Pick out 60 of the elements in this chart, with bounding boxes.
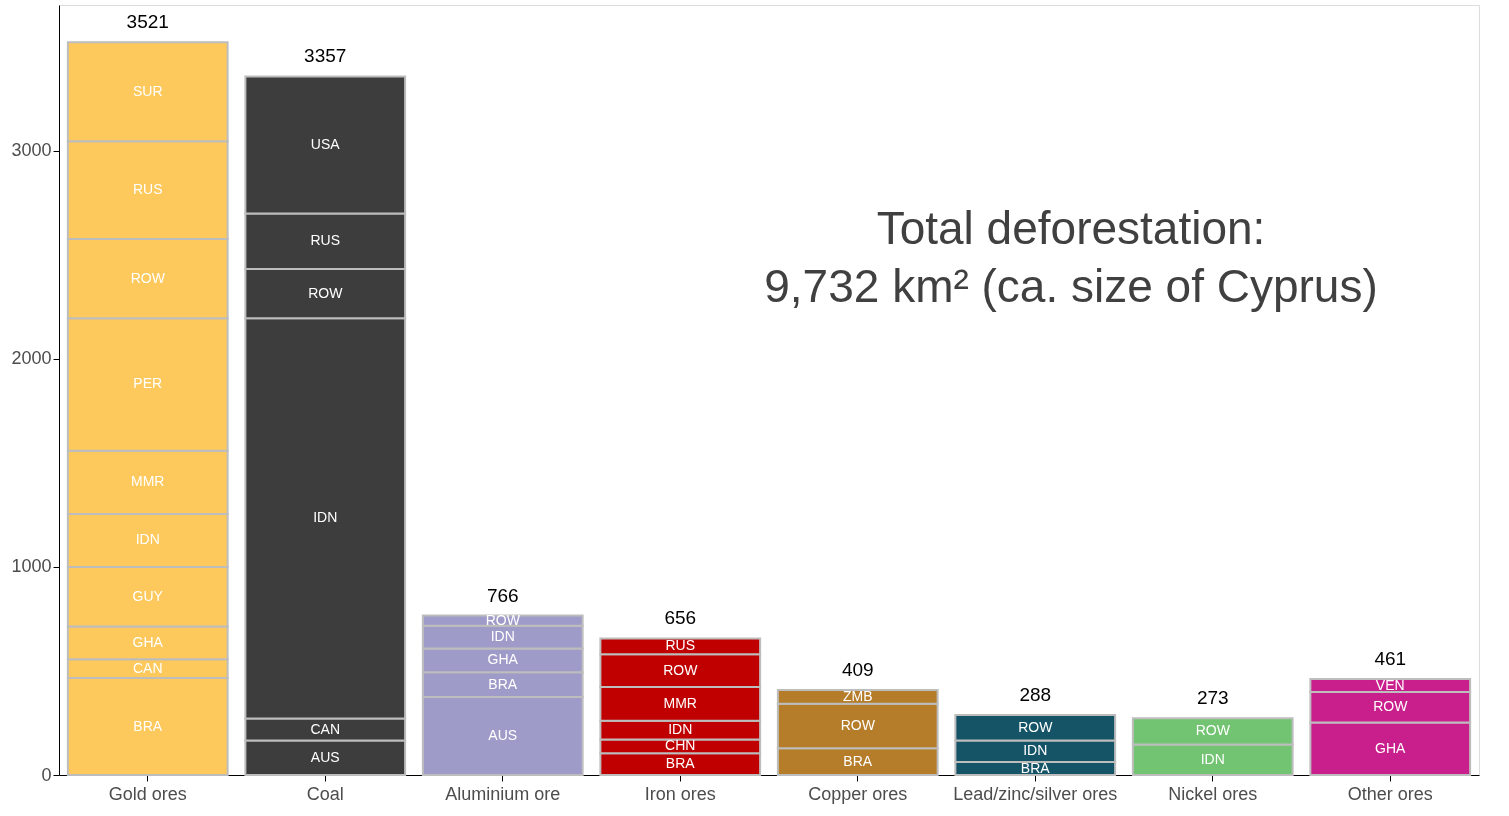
text: IDN (1200, 750, 1225, 767)
text: AUS (488, 726, 518, 743)
annotation: Total deforestation: (876, 202, 1266, 254)
series-label: SUR (132, 82, 163, 99)
text: BRA (843, 752, 873, 769)
text: ROW (308, 284, 343, 301)
x-tick-label: Copper ores (808, 783, 908, 804)
series-label: VEN (1375, 676, 1405, 693)
text: IDN (313, 509, 338, 526)
y-tick-label: 1000 (11, 556, 52, 577)
total-label: 766 (486, 584, 519, 606)
text: ROW (1373, 698, 1408, 715)
total-label: 3357 (304, 45, 347, 67)
y-tick-label: 3000 (11, 140, 52, 161)
text: BRA (133, 717, 163, 734)
series-label: GHA (487, 651, 519, 668)
y-tick-label: 0 (41, 764, 52, 785)
series-label: CAN (132, 659, 163, 676)
text: BRA (665, 755, 695, 772)
x-tick-label: Gold ores (108, 783, 187, 804)
text: ROW (840, 717, 875, 734)
series-label: IDN (668, 721, 693, 738)
text: BRA (488, 675, 518, 692)
x-tick-label: Aluminium ore (445, 783, 561, 804)
text: ROW (130, 269, 165, 286)
series-label: ROW (485, 611, 521, 628)
text: IDN (490, 628, 515, 645)
series-label: BRA (1020, 759, 1051, 776)
text: IDN (1023, 742, 1048, 759)
total-label: 656 (664, 607, 697, 629)
text: MMR (131, 473, 165, 490)
series-label: MMR (663, 694, 697, 711)
text: GHA (132, 633, 163, 650)
text: ROW (663, 661, 698, 678)
x-tick-label: Nickel ores (1168, 783, 1258, 804)
series-label: ZMB (842, 687, 873, 704)
x-tick-label: Coal (306, 783, 344, 804)
x-tick-label: Lead/zinc/silver ores (953, 783, 1118, 804)
x-tick-label: Iron ores (644, 783, 716, 804)
text: IDN (135, 531, 160, 548)
x-tick-label: Other ores (1347, 783, 1433, 804)
text: ROW (1195, 722, 1230, 739)
series-label: CHN (665, 737, 696, 754)
text: RUS (132, 181, 163, 198)
text: GHA (1375, 739, 1406, 756)
annotation: 9,732 km² (ca. size of Cyprus) (764, 260, 1378, 312)
total-label: 288 (1019, 684, 1052, 706)
series-label: RUS (665, 637, 696, 654)
y-tick-label: 2000 (11, 348, 52, 369)
series-label: USA (310, 135, 341, 152)
text: RUS (310, 232, 341, 249)
total-label: 273 (1196, 687, 1229, 709)
text: CAN (310, 720, 341, 737)
series-label: AUS (310, 748, 340, 765)
series-label: PER (133, 375, 163, 392)
series-label: GUY (132, 587, 164, 604)
text: ROW (1018, 718, 1053, 735)
total-label: 409 (841, 658, 874, 680)
total-label: 3521 (126, 11, 169, 33)
total-label: 461 (1374, 648, 1407, 670)
